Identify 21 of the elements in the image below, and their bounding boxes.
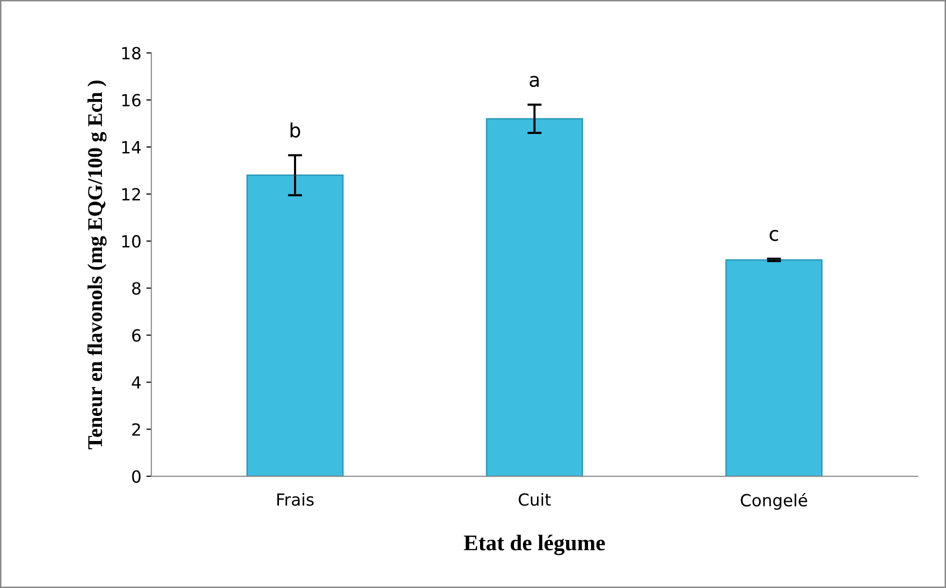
y-tick-label: 2 xyxy=(132,423,140,436)
x-tick-label: Congelé xyxy=(740,492,808,510)
annotation: c xyxy=(770,230,778,242)
y-tick-label: 8 xyxy=(132,282,140,295)
y-tick-label: 14 xyxy=(122,141,141,154)
y-tick-label: 4 xyxy=(132,376,141,389)
annotation: a xyxy=(530,76,539,88)
y-tick-label: 12 xyxy=(122,188,140,200)
y-tick-label: 16 xyxy=(122,94,141,107)
y-tick-label: 18 xyxy=(122,46,140,60)
x-tick-label: Frais xyxy=(277,492,314,506)
bar xyxy=(486,118,584,476)
x-axis-title: Etat de légume xyxy=(464,534,605,556)
y-axis-title: Teneur en flavonols (mg EQG/100 g Ech ) xyxy=(87,80,107,450)
bar xyxy=(246,174,344,476)
x-tick-label: Cuit xyxy=(518,492,551,506)
y-tick-label: 10 xyxy=(122,235,141,248)
bar xyxy=(725,259,823,476)
annotation: b xyxy=(290,122,300,138)
y-tick-label: 0 xyxy=(132,470,141,483)
y-tick-label: 6 xyxy=(132,329,141,342)
